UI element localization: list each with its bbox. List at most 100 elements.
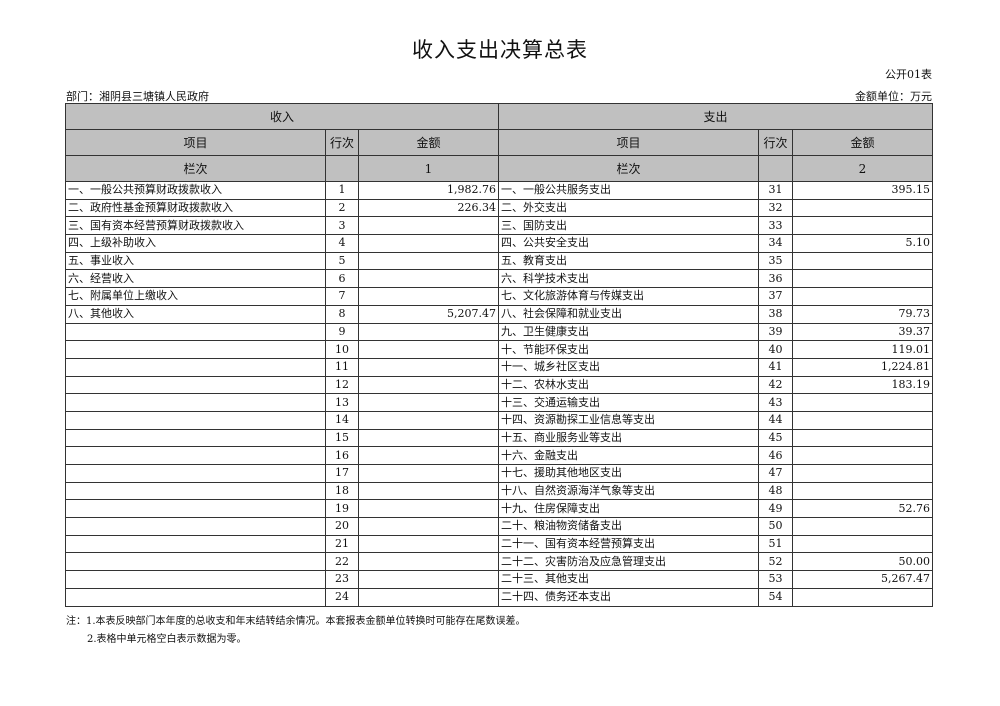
expense-amount: 5.10: [792, 234, 933, 253]
income-row-no: 13: [325, 393, 359, 412]
expense-item: 十二、农林水支出: [498, 375, 759, 395]
income-item: 一、一般公共预算财政拨款收入: [65, 181, 326, 200]
income-item: [65, 357, 326, 377]
column-no-label: 栏次: [65, 155, 326, 182]
expense-amount: 52.76: [792, 499, 933, 519]
expense-amount: [792, 410, 933, 430]
column-no-label: 栏次: [498, 155, 759, 182]
expense-amount: 79.73: [792, 304, 933, 324]
income-amount: [358, 393, 499, 412]
expense-amount: [792, 428, 933, 448]
income-amount: [358, 340, 499, 359]
table-row: 10 十、节能环保支出 40 119.01: [65, 340, 933, 359]
expense-row-no: 37: [758, 287, 793, 306]
income-amount: [358, 428, 499, 448]
expense-row-no: 47: [758, 464, 793, 483]
income-amount: 1,982.76: [358, 181, 499, 200]
expense-row-no: 36: [758, 269, 793, 289]
summary-table: 收入 支出 项目 行次 金额 项目 行次 金额 栏次 1 栏次 2 一、一般公共预算财政拨款收入 1…: [65, 103, 933, 607]
expense-amount: [792, 251, 933, 271]
expense-amount: [792, 481, 933, 501]
expense-row-no: 52: [758, 552, 793, 572]
income-row-no: 18: [325, 481, 359, 501]
expense-row-no: 49: [758, 499, 793, 519]
income-amount: [358, 499, 499, 519]
expense-item: 五、教育支出: [498, 251, 759, 271]
income-item: 六、经营收入: [65, 269, 326, 289]
expense-item: 十五、商业服务业等支出: [498, 428, 759, 448]
income-amount: [358, 410, 499, 430]
expense-amount: [792, 393, 933, 412]
expense-item: 二十三、其他支出: [498, 570, 759, 589]
expense-item: 十一、城乡社区支出: [498, 357, 759, 377]
expense-row-no: 54: [758, 587, 793, 607]
expense-row-no: 42: [758, 375, 793, 395]
income-amount: [358, 357, 499, 377]
income-row-no: 20: [325, 517, 359, 536]
expense-row-no: 41: [758, 357, 793, 377]
income-item: [65, 481, 326, 501]
expense-item: 二、外交支出: [498, 198, 759, 218]
income-amount: [358, 287, 499, 306]
expense-amount: 39.37: [792, 322, 933, 342]
amount-unit: 金额单位：万元: [855, 90, 932, 103]
income-row-no: 1: [325, 181, 359, 200]
income-row-no: 5: [325, 251, 359, 271]
item-header: 项目: [65, 129, 326, 156]
expense-item: 十三、交通运输支出: [498, 393, 759, 412]
income-amount: [358, 322, 499, 342]
income-amount: 226.34: [358, 198, 499, 218]
column-2: 2: [792, 155, 933, 182]
income-row-no: 14: [325, 410, 359, 430]
table-row: 二、政府性基金预算财政拨款收入 2 226.34 二、外交支出 32: [65, 198, 933, 218]
income-item: 三、国有资本经营预算财政拨款收入: [65, 216, 326, 236]
income-row-no: 10: [325, 340, 359, 359]
expense-item: 二十、粮油物资储备支出: [498, 517, 759, 536]
department: 部门：湘阴县三塘镇人民政府: [66, 90, 209, 103]
income-amount: [358, 552, 499, 572]
income-amount: [358, 375, 499, 395]
income-row-no: 15: [325, 428, 359, 448]
income-item: [65, 534, 326, 554]
table-row: 三、国有资本经营预算财政拨款收入 3 三、国防支出 33: [65, 216, 933, 236]
expense-amount: [792, 269, 933, 289]
income-row-no: 4: [325, 234, 359, 253]
expense-amount: 50.00: [792, 552, 933, 572]
empty-cell: [758, 155, 793, 182]
income-amount: 5,207.47: [358, 304, 499, 324]
table-row: 15 十五、商业服务业等支出 45: [65, 428, 933, 448]
expense-amount: [792, 216, 933, 236]
table-row: 18 十八、自然资源海洋气象等支出 48: [65, 481, 933, 501]
income-item: [65, 517, 326, 536]
income-amount: [358, 216, 499, 236]
income-amount: [358, 534, 499, 554]
expense-item: 六、科学技术支出: [498, 269, 759, 289]
expense-amount: 395.15: [792, 181, 933, 200]
expense-item: 八、社会保障和就业支出: [498, 304, 759, 324]
income-amount: [358, 517, 499, 536]
expense-row-no: 35: [758, 251, 793, 271]
income-item: [65, 446, 326, 465]
income-row-no: 3: [325, 216, 359, 236]
table-row: 六、经营收入 6 六、科学技术支出 36: [65, 269, 933, 289]
table-row: 23 二十三、其他支出 53 5,267.47: [65, 570, 933, 589]
income-item: 八、其他收入: [65, 304, 326, 324]
expense-amount: [792, 534, 933, 554]
expense-amount: [792, 464, 933, 483]
income-amount: [358, 269, 499, 289]
expense-item: 十、节能环保支出: [498, 340, 759, 359]
table-row: 22 二十二、灾害防治及应急管理支出 52 50.00: [65, 552, 933, 572]
item-header: 项目: [498, 129, 759, 156]
expense-row-no: 39: [758, 322, 793, 342]
income-row-no: 6: [325, 269, 359, 289]
expense-row-no: 34: [758, 234, 793, 253]
table-row: 12 十二、农林水支出 42 183.19: [65, 375, 933, 395]
income-item: 五、事业收入: [65, 251, 326, 271]
amount-header: 金额: [792, 129, 933, 156]
table-row: 四、上级补助收入 4 四、公共安全支出 34 5.10: [65, 234, 933, 253]
income-row-no: 16: [325, 446, 359, 465]
expense-item: 二十一、国有资本经营预算支出: [498, 534, 759, 554]
expense-row-no: 33: [758, 216, 793, 236]
table-row: 14 十四、资源勘探工业信息等支出 44: [65, 410, 933, 430]
expense-row-no: 43: [758, 393, 793, 412]
